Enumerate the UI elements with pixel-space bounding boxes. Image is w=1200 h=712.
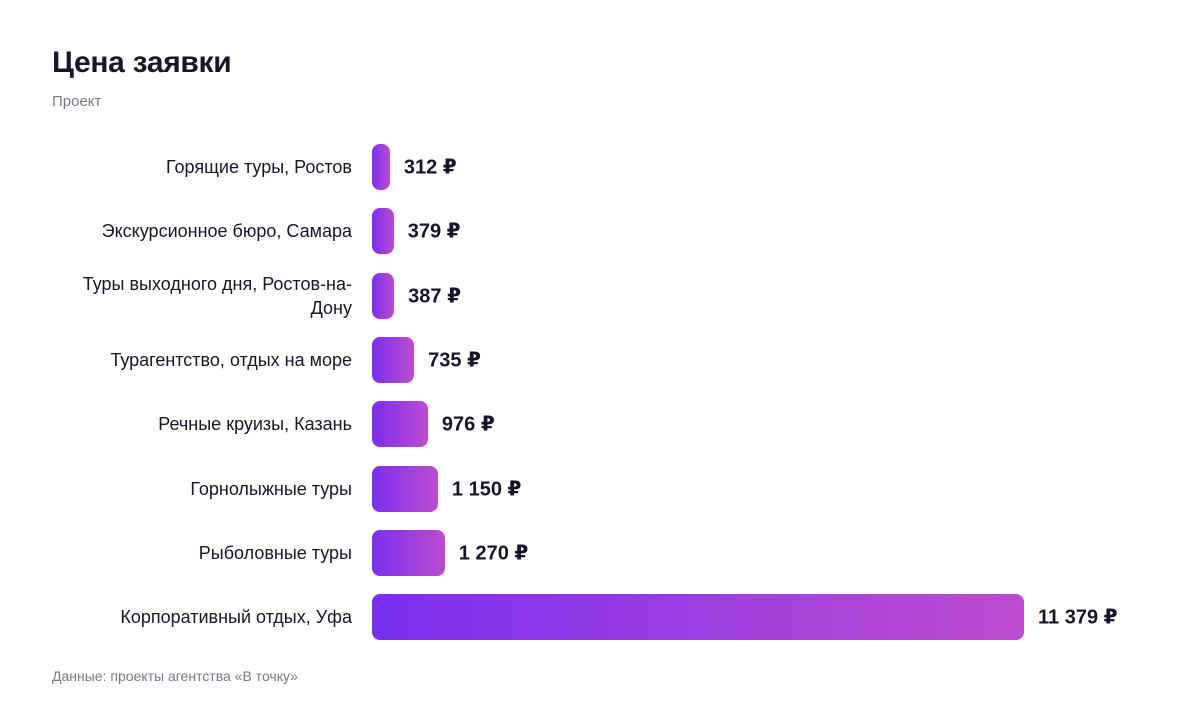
value-label: 387 ₽ — [408, 285, 462, 308]
value-label: 312 ₽ — [403, 156, 457, 179]
value-label: 735 ₽ — [428, 349, 481, 372]
category-label: Горнолыжные туры — [190, 478, 352, 499]
value-label: 1 150 ₽ — [451, 478, 522, 500]
category-label: Горящие туры, Ростов — [165, 157, 352, 177]
bar — [372, 336, 415, 383]
value-label: 11 379 ₽ — [1038, 606, 1118, 629]
bar — [372, 272, 395, 319]
category-label: Турагентство, отдых на море — [110, 349, 352, 370]
chart-title: Цена заявки — [52, 46, 232, 79]
bar — [372, 144, 390, 190]
category-label: Экскурсионное бюро, Самара — [101, 221, 352, 242]
bar — [372, 208, 394, 255]
value-label: 1 270 ₽ — [458, 542, 529, 565]
value-label: 976 ₽ — [441, 413, 495, 436]
chart-subtitle: Проект — [52, 93, 102, 110]
value-label: 379 ₽ — [407, 220, 461, 243]
category-label: Туры выходного дня, Ростов-на-Дону — [82, 273, 352, 318]
source-note: Данные: проекты агентства «В точку» — [52, 668, 298, 684]
bar — [372, 465, 438, 512]
bar — [372, 594, 1024, 641]
category-label: Речные круизы, Казань — [158, 414, 352, 435]
bar — [372, 529, 445, 576]
category-label: Корпоративный отдых, Уфа — [120, 607, 352, 628]
bar — [372, 401, 428, 448]
category-label: Рыболовные туры — [198, 542, 352, 563]
